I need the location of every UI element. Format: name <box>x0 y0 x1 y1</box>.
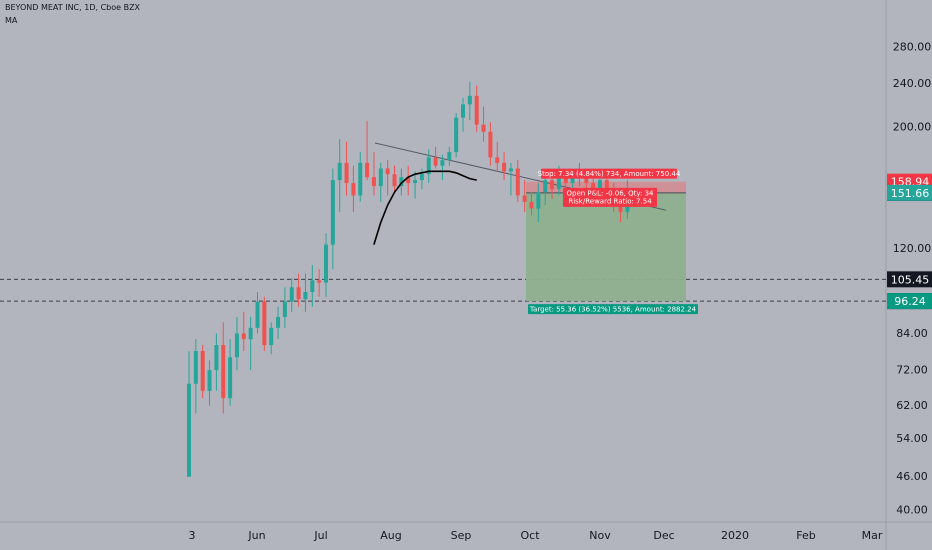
price-tick-label: 62.00 <box>896 399 928 412</box>
price-badge <box>887 271 932 288</box>
candle-body <box>550 180 555 190</box>
candle-body <box>337 162 342 181</box>
candle-body <box>536 192 541 209</box>
candle-body <box>426 157 431 175</box>
price-badge-label: 151.66 <box>891 187 930 200</box>
time-tick-label: Nov <box>589 529 611 542</box>
candle-body <box>419 174 424 181</box>
candle-body <box>262 301 267 346</box>
pnl-label-box <box>563 187 657 207</box>
candle-body <box>255 301 260 328</box>
price-tick-label: 72.00 <box>896 364 928 377</box>
price-tick-label: 280.00 <box>893 40 932 53</box>
stop-label-text: Stop: 7.34 (4.84%) 734, Amount: 750.44 <box>538 170 681 178</box>
candle-body <box>447 152 452 161</box>
candle-body <box>591 183 596 193</box>
candle-body <box>221 345 226 399</box>
candle-body <box>454 117 459 153</box>
candle-body <box>563 177 568 184</box>
candle-body <box>385 168 390 175</box>
price-tick-label: 54.00 <box>896 432 928 445</box>
candle-body <box>187 383 191 477</box>
candle-body <box>276 317 281 328</box>
candle-body <box>351 183 356 196</box>
candle-body <box>248 327 253 340</box>
pnl-label-text: Risk/Reward Ratio: 7.54 <box>568 197 652 205</box>
candle-body <box>495 157 500 163</box>
candle-body <box>193 351 198 384</box>
candle-body <box>269 327 274 346</box>
candle-body <box>481 124 486 132</box>
candle-body <box>330 180 335 245</box>
candle-body <box>241 333 246 340</box>
time-tick-label: Sep <box>451 529 472 542</box>
candle-body <box>406 177 411 184</box>
candle-body <box>399 177 404 187</box>
candle-body <box>440 160 445 166</box>
profit-target-zone[interactable] <box>526 192 686 302</box>
candle-body <box>378 168 383 187</box>
candle-body <box>207 370 212 391</box>
candle-body <box>474 95 479 125</box>
candle-body <box>556 177 561 190</box>
price-tick-label: 84.00 <box>896 327 928 340</box>
moving-average-line[interactable] <box>373 170 477 245</box>
candle-body <box>358 162 363 196</box>
candle-body <box>467 95 472 105</box>
candle-body <box>529 201 534 209</box>
time-tick-label: Oct <box>520 529 540 542</box>
candle-body <box>289 287 294 302</box>
time-tick-label: Mar <box>862 529 883 542</box>
candle-body <box>214 345 219 371</box>
candle-body <box>365 162 370 178</box>
candle-body <box>598 180 602 193</box>
target-label-box <box>528 304 698 315</box>
time-tick-label: Aug <box>380 529 401 542</box>
candle-body <box>488 131 493 158</box>
target-label-text: Target: 55.36 (36.52%) 5536, Amount: 288… <box>529 306 697 314</box>
time-tick-label: 2020 <box>721 529 749 542</box>
candle-body <box>282 301 287 318</box>
price-tick-label: 240.00 <box>893 77 932 90</box>
candle-body <box>310 280 315 292</box>
candle-body <box>344 162 349 184</box>
candle-body <box>371 177 376 187</box>
candle-body <box>303 291 308 300</box>
time-tick-label: Feb <box>796 529 815 542</box>
price-badge-label: 96.24 <box>894 295 926 308</box>
price-badge <box>887 184 932 201</box>
time-tick-label: Dec <box>653 529 674 542</box>
price-tick-label: 46.00 <box>896 470 928 483</box>
candle-body <box>413 180 418 184</box>
candle-body <box>228 357 233 399</box>
price-tick-label: 120.00 <box>893 242 932 255</box>
candle-body <box>392 174 397 187</box>
candle-body <box>433 157 438 166</box>
candle-body <box>317 280 322 283</box>
chart-symbol-title: BEYOND MEAT INC, 1D, Cboe BZX <box>5 3 141 12</box>
candle-body <box>543 180 548 193</box>
candle-body <box>296 287 301 300</box>
time-tick-label: Jun <box>247 529 265 542</box>
candle-body <box>522 195 527 202</box>
candle-body <box>508 168 513 172</box>
stop-label-box <box>541 168 677 179</box>
candle-body <box>461 104 465 118</box>
candle-body <box>515 168 520 196</box>
price-tick-label: 200.00 <box>893 121 932 134</box>
pnl-label-text: Open P&L: -0.06, Qty: 34 <box>566 189 654 197</box>
candle-body <box>502 162 507 172</box>
time-tick-label: Jul <box>313 529 327 542</box>
candle-body <box>234 333 239 358</box>
price-tick-label: 40.00 <box>896 504 928 517</box>
price-badge <box>887 293 932 310</box>
price-badge-label: 105.45 <box>891 273 930 286</box>
candle-body <box>324 244 328 283</box>
indicator-label-ma[interactable]: MA <box>5 16 18 25</box>
candle-body <box>200 351 205 391</box>
time-tick-label: 3 <box>189 529 196 542</box>
